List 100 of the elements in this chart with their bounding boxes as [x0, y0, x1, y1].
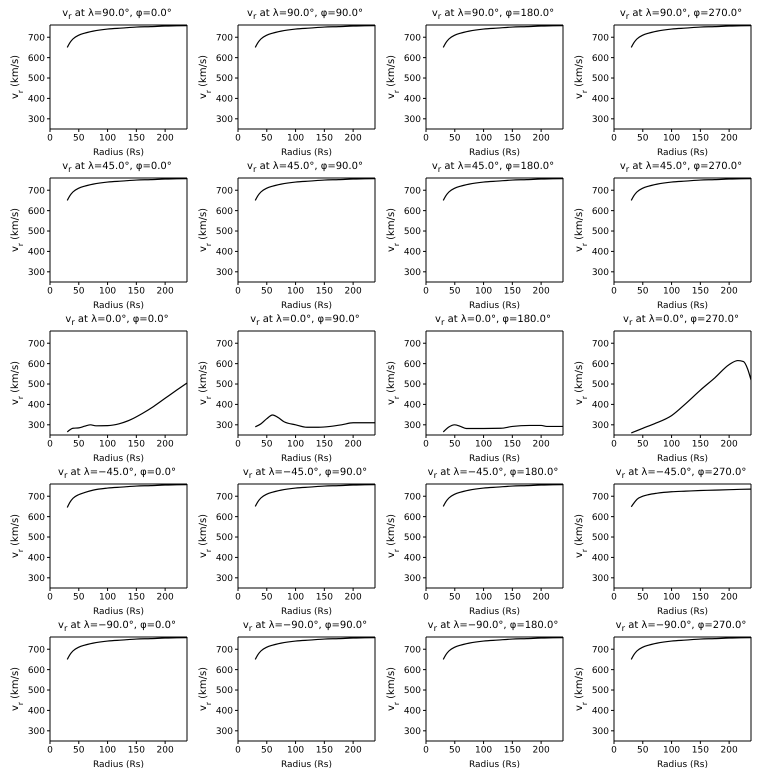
x-tick-label: 200 [720, 133, 738, 144]
y-tick-label: 300 [592, 268, 610, 278]
x-tick-label: 150 [316, 439, 334, 450]
y-tick-label: 500 [592, 227, 610, 238]
chart-title: v$_{r}$ at λ=45.0°, φ=180.0° [430, 161, 556, 175]
y-tick-label: 300 [404, 727, 422, 737]
y-tick-label: 500 [592, 533, 610, 544]
chart-title: v$_{r}$ at λ=−90.0°, φ=0.0° [57, 620, 177, 634]
y-tick-label: 700 [404, 186, 422, 196]
y-tick-label: 300 [404, 115, 422, 125]
x-tick-label: 0 [611, 439, 618, 450]
x-tick-label: 150 [692, 133, 710, 144]
y-tick-label: 300 [28, 115, 46, 125]
y-tick-label: 300 [28, 421, 46, 431]
y-tick-label: 400 [216, 248, 234, 258]
y-tick-label: 600 [216, 206, 234, 217]
x-tick-label: 200 [532, 745, 550, 756]
y-tick-label: 700 [592, 186, 610, 196]
y-tick-label: 700 [592, 492, 610, 502]
x-axis-title: Radius (Rs) [92, 301, 144, 311]
y-tick-label: 400 [28, 706, 46, 717]
y-tick-label: 600 [592, 360, 610, 370]
x-tick-label: 100 [474, 592, 492, 602]
x-tick-label: 100 [474, 286, 492, 296]
y-tick-label: 700 [592, 645, 610, 656]
y-tick-label: 300 [216, 115, 234, 125]
x-axis-title: Radius (Rs) [92, 454, 144, 464]
x-axis-title: Radius (Rs) [280, 148, 332, 158]
y-tick-label: 700 [28, 33, 46, 44]
chart-title: v$_{r}$ at λ=−90.0°, φ=180.0° [426, 620, 560, 634]
x-tick-label: 200 [344, 439, 362, 450]
y-tick-label: 500 [592, 686, 610, 696]
y-tick-label: 700 [28, 186, 46, 196]
x-tick-label: 100 [662, 286, 680, 296]
y-tick-label: 600 [404, 360, 422, 370]
y-tick-label: 400 [592, 400, 610, 411]
y-tick-label: 700 [216, 645, 234, 656]
y-tick-label: 300 [216, 268, 234, 278]
x-tick-label: 200 [720, 745, 738, 756]
y-tick-label: 300 [592, 574, 610, 584]
y-tick-label: 700 [216, 339, 234, 350]
y-tick-label: 500 [28, 74, 46, 84]
x-tick-label: 0 [611, 133, 618, 144]
x-tick-label: 100 [662, 133, 680, 144]
x-tick-label: 100 [474, 133, 492, 144]
x-tick-label: 0 [47, 745, 54, 756]
y-tick-label: 400 [592, 94, 610, 105]
chart-title: v$_{r}$ at λ=90.0°, φ=0.0° [61, 8, 173, 22]
chart-title: v$_{r}$ at λ=−45.0°, φ=0.0° [57, 467, 177, 481]
y-tick-label: 600 [28, 206, 46, 217]
y-tick-label: 500 [28, 686, 46, 696]
x-tick-label: 100 [286, 133, 304, 144]
y-tick-label: 300 [216, 727, 234, 737]
y-tick-label: 400 [216, 400, 234, 411]
y-tick-label: 500 [216, 686, 234, 696]
chart-title: v$_{r}$ at λ=−90.0°, φ=270.0° [614, 620, 748, 634]
x-tick-label: 150 [316, 745, 334, 756]
x-tick-label: 100 [98, 286, 116, 296]
y-tick-label: 400 [592, 248, 610, 258]
x-tick-label: 0 [423, 592, 430, 602]
x-tick-label: 50 [73, 133, 85, 144]
x-tick-label: 0 [611, 592, 618, 602]
x-tick-label: 100 [98, 133, 116, 144]
y-tick-label: 600 [28, 360, 46, 370]
y-tick-label: 400 [28, 554, 46, 564]
y-tick-label: 400 [592, 554, 610, 564]
chart-title: v$_{r}$ at λ=45.0°, φ=270.0° [618, 161, 744, 175]
x-tick-label: 0 [235, 286, 242, 296]
x-tick-label: 0 [423, 439, 430, 450]
x-tick-label: 50 [637, 133, 649, 144]
y-tick-label: 700 [404, 33, 422, 44]
y-tick-label: 600 [216, 360, 234, 370]
x-axis-title: Radius (Rs) [656, 454, 708, 464]
x-tick-label: 50 [449, 439, 461, 450]
x-tick-label: 50 [73, 745, 85, 756]
y-tick-label: 600 [28, 512, 46, 523]
x-tick-label: 100 [474, 439, 492, 450]
x-tick-label: 0 [47, 286, 54, 296]
y-tick-label: 600 [216, 666, 234, 676]
chart-title: v$_{r}$ at λ=90.0°, φ=180.0° [430, 8, 556, 22]
y-tick-label: 400 [28, 94, 46, 105]
x-tick-label: 200 [156, 592, 174, 602]
y-tick-label: 500 [404, 533, 422, 544]
y-tick-label: 300 [28, 268, 46, 278]
y-tick-label: 300 [28, 574, 46, 584]
y-tick-label: 500 [216, 533, 234, 544]
y-tick-label: 700 [404, 339, 422, 350]
x-tick-label: 200 [532, 439, 550, 450]
x-axis-title: Radius (Rs) [656, 607, 708, 617]
y-tick-label: 600 [28, 666, 46, 676]
y-tick-label: 700 [216, 492, 234, 502]
x-axis-title: Radius (Rs) [280, 454, 332, 464]
x-axis-title: Radius (Rs) [92, 148, 144, 158]
y-tick-label: 400 [216, 554, 234, 564]
x-tick-label: 150 [504, 439, 522, 450]
x-tick-label: 0 [235, 592, 242, 602]
x-tick-label: 150 [316, 133, 334, 144]
x-tick-label: 150 [692, 286, 710, 296]
x-tick-label: 100 [286, 745, 304, 756]
x-tick-label: 200 [156, 745, 174, 756]
